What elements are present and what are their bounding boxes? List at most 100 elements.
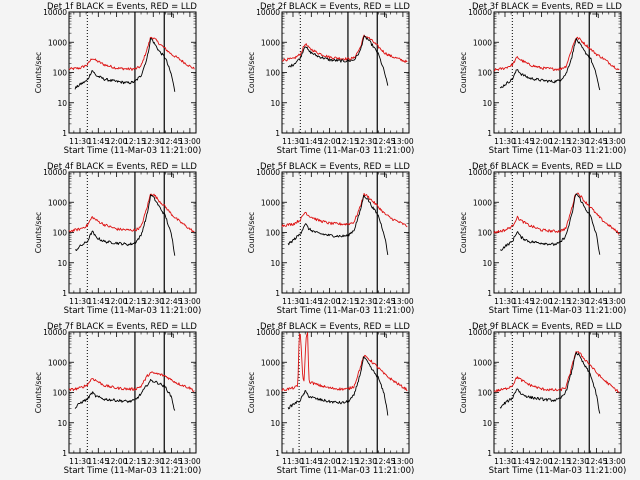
y-axis-label: Counts/sec [247, 372, 256, 413]
y-axis-label: Counts/sec [34, 212, 43, 253]
y-axis-label: Counts/sec [459, 212, 468, 253]
panel-det-9: Det 9f BLACK = Events, RED = LLD 11:3011:… [459, 322, 626, 476]
y-tick-label: 1 [487, 289, 492, 298]
y-tick-label: 1000 [261, 358, 280, 367]
series-black-events [74, 378, 176, 411]
x-tick-label: 12:15 [549, 137, 571, 146]
y-tick-label: 1 [62, 289, 67, 298]
y-axis-label: Counts/sec [34, 372, 43, 413]
y-tick-label: 100 [266, 389, 281, 398]
y-tick-label: 10 [270, 99, 280, 108]
x-tick-label: 12:45 [161, 137, 183, 146]
x-tick-label: 12:00 [531, 137, 553, 146]
x-tick-label: 12:30 [355, 457, 377, 466]
x-tick-label: 13:00 [604, 137, 626, 146]
x-tick-label: 12:45 [374, 137, 396, 146]
panel-title: Det 8f BLACK = Events, RED = LLD [260, 322, 410, 332]
plot-frame [281, 11, 410, 134]
y-tick-label: 100 [266, 229, 281, 238]
corner-marker [592, 333, 599, 338]
corner-marker [380, 333, 387, 338]
x-tick-label: 12:30 [142, 297, 164, 306]
series-black-events [287, 356, 389, 416]
x-tick-label: 11:45 [300, 457, 322, 466]
x-tick-label: 12:45 [586, 297, 608, 306]
x-tick-label: 12:45 [586, 137, 608, 146]
series-red-lld [281, 332, 408, 392]
plot-frame [68, 171, 197, 294]
panel-title: Det 6f BLACK = Events, RED = LLD [472, 162, 622, 172]
panel-title: Det 7f BLACK = Events, RED = LLD [47, 322, 197, 332]
y-tick-label: 10 [57, 99, 67, 108]
x-axis-label: Start Time (11-Mar-03 11:21:00) [489, 146, 627, 156]
corner-marker [167, 333, 174, 338]
x-tick-label: 12:45 [586, 457, 608, 466]
x-tick-label: 11:45 [300, 297, 322, 306]
x-tick-label: 12:15 [124, 137, 146, 146]
x-tick-label: 12:15 [549, 297, 571, 306]
series-red-lld [493, 36, 620, 72]
series-black-events [74, 194, 176, 256]
panel-title: Det 9f BLACK = Events, RED = LLD [472, 322, 622, 332]
x-tick-label: 11:45 [87, 457, 109, 466]
panel-det-5: Det 5f BLACK = Events, RED = LLD 11:3011:… [247, 162, 414, 316]
y-axis-label: Counts/sec [459, 372, 468, 413]
panel-det-8: Det 8f BLACK = Events, RED = LLD 11:3011:… [247, 322, 414, 476]
x-tick-label: 11:30 [69, 297, 91, 306]
x-tick-label: 12:45 [161, 297, 183, 306]
corner-marker [592, 13, 599, 18]
series-red-lld [281, 192, 408, 228]
y-tick-label: 100 [53, 229, 68, 238]
corner-marker [380, 173, 387, 178]
y-tick-label: 1 [487, 449, 492, 458]
y-tick-label: 100 [53, 389, 68, 398]
x-tick-label: 12:15 [337, 457, 359, 466]
corner-marker [167, 13, 174, 18]
x-tick-label: 12:00 [531, 457, 553, 466]
x-tick-label: 11:45 [512, 457, 534, 466]
x-axis-label: Start Time (11-Mar-03 11:21:00) [489, 466, 627, 476]
corner-marker [167, 173, 174, 178]
y-tick-label: 1000 [473, 38, 492, 47]
x-tick-label: 12:45 [374, 457, 396, 466]
x-tick-label: 12:00 [106, 297, 128, 306]
y-tick-label: 10 [482, 419, 492, 428]
y-tick-label: 1000 [48, 198, 67, 207]
plot-frame [68, 11, 197, 134]
series-black-events [74, 37, 176, 92]
plot-frame [493, 331, 622, 454]
y-tick-label: 1000 [261, 198, 280, 207]
series-red-lld [69, 371, 195, 392]
x-tick-label: 12:30 [567, 137, 589, 146]
panel-det-2: Det 2f BLACK = Events, RED = LLD 11:3011:… [247, 2, 414, 156]
panel-det-4: Det 4f BLACK = Events, RED = LLD 11:3011:… [34, 162, 201, 316]
y-tick-label: 100 [53, 69, 68, 78]
x-tick-label: 11:30 [494, 137, 516, 146]
x-tick-label: 11:45 [300, 137, 322, 146]
corner-marker [592, 173, 599, 178]
x-tick-label: 13:00 [179, 137, 201, 146]
plot-frame [68, 331, 197, 454]
x-tick-label: 13:00 [179, 457, 201, 466]
x-tick-label: 12:00 [106, 137, 128, 146]
x-tick-label: 12:15 [124, 457, 146, 466]
corner-marker [380, 13, 387, 18]
x-tick-label: 12:30 [142, 457, 164, 466]
x-tick-label: 12:00 [319, 297, 341, 306]
series-black-events [287, 195, 389, 255]
y-tick-label: 10000 [468, 8, 492, 17]
x-tick-label: 11:30 [282, 457, 304, 466]
series-red-lld [493, 351, 620, 393]
y-tick-label: 100 [266, 69, 281, 78]
x-tick-label: 12:15 [549, 457, 571, 466]
y-tick-label: 10 [482, 99, 492, 108]
x-tick-label: 12:00 [531, 297, 553, 306]
y-axis-label: Counts/sec [247, 52, 256, 93]
x-tick-label: 12:15 [124, 297, 146, 306]
x-tick-label: 13:00 [392, 457, 414, 466]
panel-title: Det 3f BLACK = Events, RED = LLD [472, 2, 622, 12]
x-tick-label: 11:30 [494, 297, 516, 306]
x-tick-label: 12:30 [355, 137, 377, 146]
y-tick-label: 1 [62, 129, 67, 138]
series-red-lld [493, 192, 620, 235]
